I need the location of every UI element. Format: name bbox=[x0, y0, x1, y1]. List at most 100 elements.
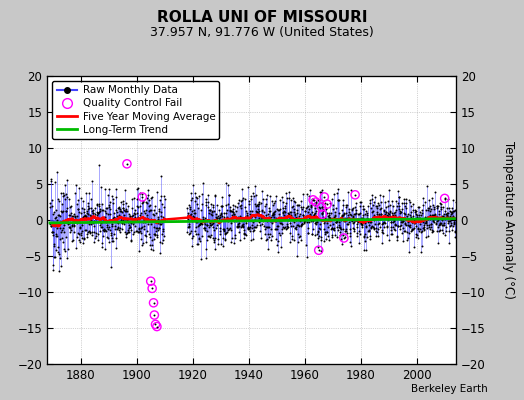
Point bbox=[127, 227, 135, 234]
Point bbox=[51, 231, 60, 237]
Point bbox=[277, 244, 286, 250]
Point bbox=[298, 221, 307, 227]
Point bbox=[50, 254, 59, 260]
Point bbox=[312, 215, 321, 222]
Point bbox=[158, 201, 166, 207]
Point bbox=[54, 211, 62, 218]
Point bbox=[417, 228, 425, 235]
Point bbox=[244, 225, 253, 232]
Point bbox=[450, 208, 458, 214]
Point bbox=[340, 235, 348, 241]
Point bbox=[101, 226, 110, 233]
Point bbox=[403, 236, 411, 243]
Point bbox=[109, 238, 117, 244]
Point bbox=[202, 199, 211, 206]
Point bbox=[226, 224, 234, 231]
Point bbox=[185, 221, 193, 227]
Point bbox=[211, 235, 219, 241]
Point bbox=[321, 230, 329, 237]
Point bbox=[381, 211, 390, 218]
Point bbox=[128, 217, 137, 224]
Point bbox=[150, 312, 159, 318]
Point bbox=[62, 208, 71, 214]
Point bbox=[49, 231, 58, 238]
Point bbox=[50, 209, 58, 215]
Point bbox=[206, 210, 215, 217]
Point bbox=[209, 220, 217, 226]
Point bbox=[82, 210, 91, 216]
Point bbox=[368, 224, 377, 230]
Point bbox=[400, 203, 409, 210]
Point bbox=[323, 201, 331, 207]
Point bbox=[135, 226, 143, 232]
Point bbox=[224, 181, 232, 188]
Point bbox=[122, 234, 130, 241]
Point bbox=[111, 215, 119, 222]
Point bbox=[143, 200, 151, 206]
Point bbox=[108, 215, 117, 221]
Point bbox=[405, 217, 413, 224]
Point bbox=[288, 214, 296, 220]
Point bbox=[239, 229, 248, 236]
Point bbox=[433, 218, 442, 224]
Point bbox=[159, 237, 167, 244]
Point bbox=[311, 202, 319, 208]
Point bbox=[58, 190, 67, 196]
Point bbox=[83, 231, 92, 237]
Point bbox=[119, 198, 127, 204]
Point bbox=[252, 223, 260, 230]
Point bbox=[184, 210, 192, 216]
Point bbox=[236, 237, 244, 244]
Point bbox=[447, 209, 456, 215]
Point bbox=[74, 196, 83, 203]
Point bbox=[150, 312, 159, 318]
Point bbox=[345, 219, 353, 225]
Point bbox=[154, 218, 162, 225]
Point bbox=[314, 227, 322, 234]
Point bbox=[126, 224, 134, 230]
Point bbox=[346, 230, 355, 236]
Point bbox=[233, 216, 241, 222]
Point bbox=[91, 211, 100, 218]
Point bbox=[351, 211, 359, 218]
Point bbox=[231, 234, 239, 241]
Point bbox=[341, 218, 350, 224]
Point bbox=[229, 202, 237, 208]
Point bbox=[185, 231, 193, 237]
Point bbox=[298, 221, 307, 228]
Point bbox=[143, 228, 151, 234]
Point bbox=[350, 210, 358, 217]
Point bbox=[422, 219, 431, 225]
Point bbox=[152, 232, 161, 238]
Point bbox=[349, 225, 357, 231]
Point bbox=[117, 198, 126, 205]
Point bbox=[91, 235, 99, 241]
Point bbox=[335, 224, 344, 230]
Point bbox=[255, 219, 263, 226]
Point bbox=[226, 208, 234, 214]
Point bbox=[102, 210, 111, 216]
Point bbox=[107, 264, 115, 270]
Text: Berkeley Earth: Berkeley Earth bbox=[411, 384, 487, 394]
Point bbox=[356, 202, 365, 209]
Point bbox=[346, 239, 354, 245]
Point bbox=[235, 214, 244, 220]
Point bbox=[245, 228, 254, 234]
Point bbox=[230, 210, 238, 217]
Point bbox=[282, 194, 291, 201]
Point bbox=[441, 216, 450, 222]
Point bbox=[147, 221, 155, 227]
Point bbox=[380, 207, 388, 213]
Point bbox=[187, 190, 195, 196]
Point bbox=[297, 223, 305, 230]
Point bbox=[69, 213, 77, 220]
Point bbox=[384, 216, 392, 223]
Point bbox=[127, 237, 135, 244]
Point bbox=[145, 207, 154, 213]
Point bbox=[259, 209, 268, 215]
Point bbox=[143, 194, 151, 201]
Point bbox=[46, 220, 54, 227]
Point bbox=[326, 215, 334, 222]
Point bbox=[270, 214, 279, 221]
Point bbox=[359, 206, 368, 212]
